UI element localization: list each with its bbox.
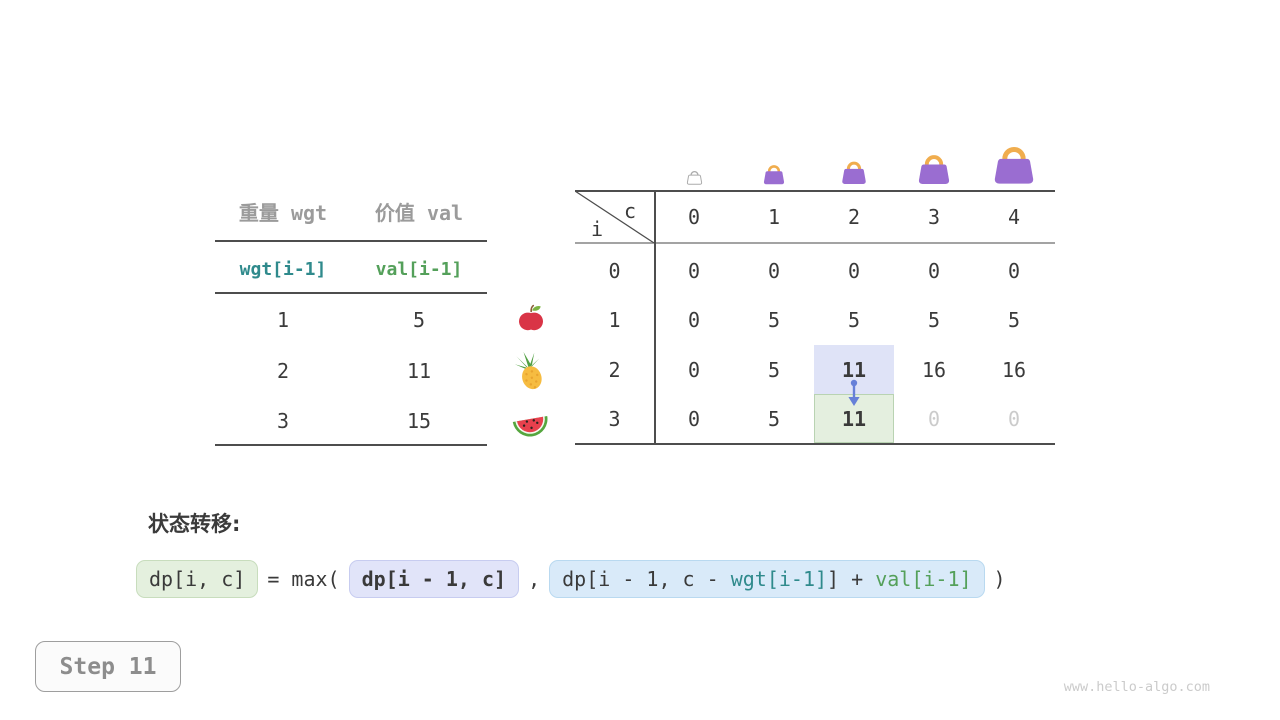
bag-capacity-1-icon xyxy=(762,163,786,189)
take-val-term: val[i-1] xyxy=(875,567,972,591)
take-middle: ] + xyxy=(827,567,876,591)
dp-col-header-4: 4 xyxy=(1007,205,1021,229)
dp-row-header-0: 0 xyxy=(608,258,621,283)
formula-lhs: dp[i, c] xyxy=(136,560,259,598)
items-table: 重量 wgt 价值 val wgt[i-1] val[i-1] 1 5 2 11… xyxy=(215,190,487,450)
dp-cell-r2-c4: 16 xyxy=(1001,357,1027,382)
transition-formula: dp[i, c] = max( dp[i - 1, c] , dp[i - 1,… xyxy=(136,560,1015,598)
dp-cell-r1-c3: 5 xyxy=(927,307,941,332)
pineapple-icon xyxy=(513,350,547,396)
item-row-3: 3 15 xyxy=(215,406,487,436)
divider xyxy=(215,444,487,446)
dp-row-header-2: 2 xyxy=(608,357,621,382)
dp-cell-r3-c3: 0 xyxy=(927,406,941,431)
dp-cell-r3-c4: 0 xyxy=(1007,406,1021,431)
item-2-value: 11 xyxy=(406,359,432,383)
dp-cell-r1-c0: 0 xyxy=(687,307,701,332)
formula-option-take: dp[i - 1, c - wgt[i-1]] + val[i-1] xyxy=(549,560,985,598)
item-3-value: 15 xyxy=(406,409,432,433)
corner-diagonal-line xyxy=(575,190,654,243)
bag-capacity-2-icon xyxy=(840,159,868,189)
item-3-weight: 3 xyxy=(276,409,290,433)
transition-label: 状态转移: xyxy=(148,512,241,536)
dp-cell-r0-c2: 0 xyxy=(847,258,861,283)
wgt-index-label: wgt[i-1] xyxy=(239,258,327,280)
divider xyxy=(215,240,487,242)
bag-capacity-4-icon xyxy=(991,143,1037,189)
dp-cell-r2-c2: 11 xyxy=(841,357,867,382)
items-index-row: wgt[i-1] val[i-1] xyxy=(215,254,487,284)
take-prefix: dp[i - 1, c - xyxy=(562,567,731,591)
bag-capacity-0-icon xyxy=(686,169,703,189)
val-index-label: val[i-1] xyxy=(375,258,463,280)
corner-col-label: c xyxy=(624,199,637,223)
dp-cell-r0-c4: 0 xyxy=(1007,258,1021,283)
dp-table-header-divider xyxy=(575,242,1055,244)
dp-cell-r3-c1: 5 xyxy=(767,406,781,431)
item-1-weight: 1 xyxy=(276,308,290,332)
dp-row-header-1: 1 xyxy=(608,307,621,332)
dp-col-header-2: 2 xyxy=(847,205,861,229)
item-1-value: 5 xyxy=(412,308,426,332)
item-row-1: 1 5 xyxy=(215,305,487,335)
apple-icon xyxy=(516,303,546,337)
dp-cell-r1-c1: 5 xyxy=(767,307,781,332)
weight-column-header: 重量 wgt xyxy=(238,200,328,225)
formula-option-keep: dp[i - 1, c] xyxy=(348,560,520,598)
dp-cell-r2-c0: 0 xyxy=(687,357,701,382)
dp-table: c i 0 1 2 3 4 0 1 2 3 0 0 0 0 0 0 5 5 5 … xyxy=(575,190,1055,445)
dp-cell-r0-c1: 0 xyxy=(767,258,781,283)
watermelon-icon xyxy=(511,405,549,441)
dp-cell-r1-c2: 5 xyxy=(847,307,861,332)
dp-cell-r3-c0: 0 xyxy=(687,406,701,431)
step-indicator: Step 11 xyxy=(35,641,181,692)
dp-cell-r1-c4: 5 xyxy=(1007,307,1021,332)
divider xyxy=(215,292,487,294)
dp-table-top-border xyxy=(575,190,1055,192)
dp-row-header-3: 3 xyxy=(608,406,621,431)
value-column-header: 价值 val xyxy=(374,200,464,225)
dp-table-vertical-divider xyxy=(654,190,656,445)
dp-col-header-1: 1 xyxy=(767,205,781,229)
item-2-weight: 2 xyxy=(276,359,290,383)
dp-cell-r0-c0: 0 xyxy=(687,258,701,283)
item-row-2: 2 11 xyxy=(215,356,487,386)
dp-col-header-3: 3 xyxy=(927,205,941,229)
dp-table-bottom-border xyxy=(575,443,1055,445)
dp-cell-r3-c2: 11 xyxy=(841,406,867,431)
take-wgt-term: wgt[i-1] xyxy=(730,567,828,591)
dp-cell-r2-c3: 16 xyxy=(921,357,947,382)
formula-close-paren: ) xyxy=(993,567,1006,591)
watermark: www.hello-algo.com xyxy=(1063,679,1210,695)
dp-cell-r0-c3: 0 xyxy=(927,258,941,283)
corner-row-label: i xyxy=(591,217,604,241)
dp-cell-r2-c1: 5 xyxy=(767,357,781,382)
items-table-header: 重量 wgt 价值 val xyxy=(215,196,487,226)
transition-arrow-icon xyxy=(848,379,860,406)
formula-comma: , xyxy=(528,567,541,591)
dp-col-header-0: 0 xyxy=(687,205,701,229)
bag-capacity-3-icon xyxy=(916,152,952,189)
formula-operator: = max( xyxy=(267,567,340,591)
